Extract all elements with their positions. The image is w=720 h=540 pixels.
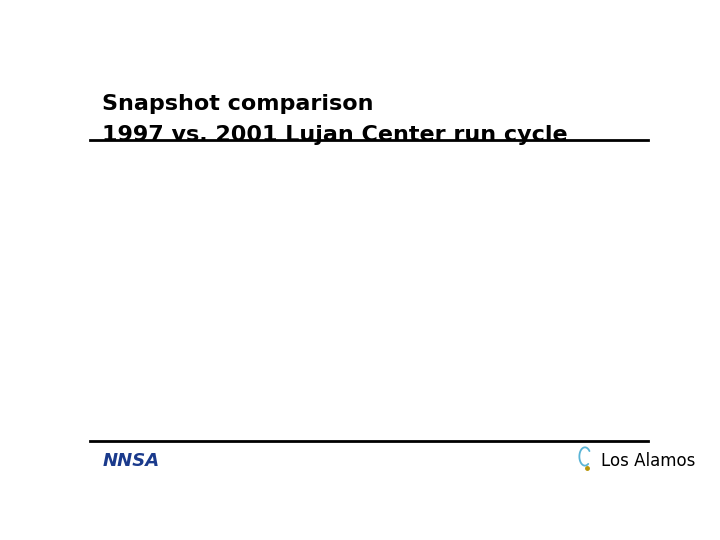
Text: 1997 vs. 2001 Lujan Center run cycle: 1997 vs. 2001 Lujan Center run cycle [102,125,568,145]
Text: NNSA: NNSA [102,451,159,470]
Text: Los Alamos: Los Alamos [600,451,695,470]
Text: Snapshot comparison: Snapshot comparison [102,94,374,114]
